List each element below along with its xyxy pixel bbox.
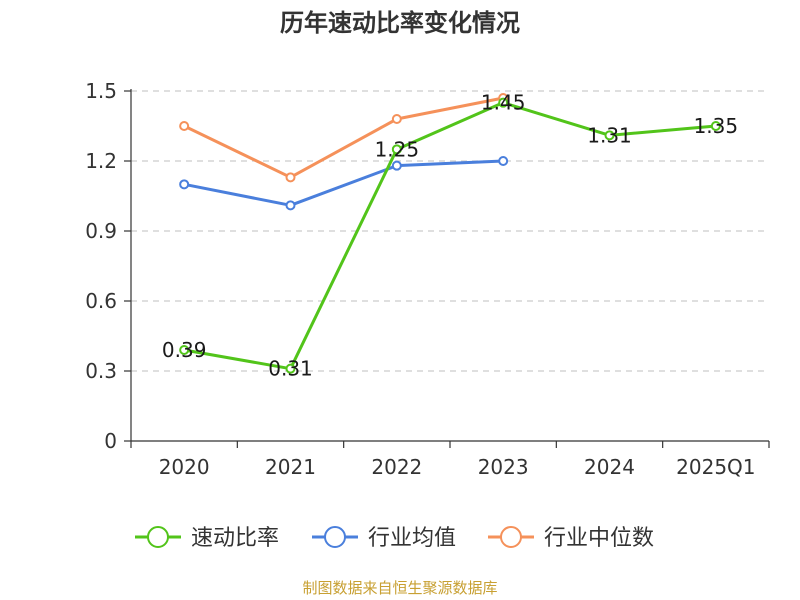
legend[interactable]: 速动比率 行业均值 行业中位数 <box>135 526 654 551</box>
legend-label: 行业均值 <box>368 526 456 551</box>
series-1 <box>179 156 509 211</box>
data-point[interactable] <box>498 97 509 108</box>
series-layer <box>179 93 721 374</box>
data-point[interactable] <box>285 363 296 374</box>
x-tick-label: 2022 <box>371 455 422 479</box>
series-line-2 <box>183 96 504 179</box>
data-point[interactable] <box>179 345 190 355</box>
legend-label: 速动比率 <box>191 526 279 551</box>
legend-item-2[interactable]: 行业中位数 <box>488 526 654 551</box>
x-tick-label: 2021 <box>265 455 316 479</box>
data-label: 1.31 <box>587 123 632 147</box>
series-0 <box>179 97 721 374</box>
y-tick-label: 1.5 <box>85 79 117 103</box>
data-label: 1.25 <box>375 137 420 161</box>
legend-marker <box>324 526 346 548</box>
data-labels: 0.39 0.31 1.25 1.45 1.31 1.35 <box>162 91 738 381</box>
source-note: 制图数据来自恒生聚源数据库 <box>302 579 497 597</box>
series-line-1 <box>183 159 504 207</box>
x-tick-label: 2023 <box>478 455 529 479</box>
grid <box>131 90 769 372</box>
chart-title: 历年速动比率变化情况 <box>280 9 520 37</box>
data-point[interactable] <box>604 130 615 141</box>
legend-marker <box>147 526 169 548</box>
data-point[interactable] <box>285 172 296 183</box>
y-tick-label: 1.2 <box>85 149 117 173</box>
data-label: 1.45 <box>481 91 526 115</box>
legend-marker <box>500 526 522 548</box>
axes: 0 0.3 0.6 0.9 1.2 1.5 2020 2021 2022 2023 2024 2025… <box>85 79 770 479</box>
series-line-0 <box>183 101 716 371</box>
y-tick-label: 0.9 <box>85 219 117 243</box>
x-tick-label: 2025Q1 <box>676 455 755 479</box>
series-2 <box>179 93 509 183</box>
legend-label: 行业中位数 <box>544 526 654 551</box>
y-tick-label: 0 <box>104 429 117 453</box>
data-point[interactable] <box>179 121 190 131</box>
data-point[interactable] <box>285 200 296 211</box>
y-tick-label: 0.3 <box>85 359 117 383</box>
data-label: 1.35 <box>694 114 739 138</box>
data-point[interactable] <box>179 179 190 190</box>
legend-item-0[interactable]: 速动比率 <box>135 526 279 551</box>
legend-item-1[interactable]: 行业均值 <box>312 526 456 551</box>
data-point[interactable] <box>391 114 402 124</box>
data-label: 0.31 <box>268 357 313 381</box>
data-point[interactable] <box>498 156 509 166</box>
data-point[interactable] <box>391 144 402 155</box>
x-tick-label: 2024 <box>584 455 635 479</box>
data-point[interactable] <box>391 160 402 171</box>
y-tick-label: 0.6 <box>85 289 117 313</box>
data-label: 0.39 <box>162 338 207 362</box>
x-tick-label: 2020 <box>159 455 210 479</box>
data-point[interactable] <box>710 121 721 131</box>
